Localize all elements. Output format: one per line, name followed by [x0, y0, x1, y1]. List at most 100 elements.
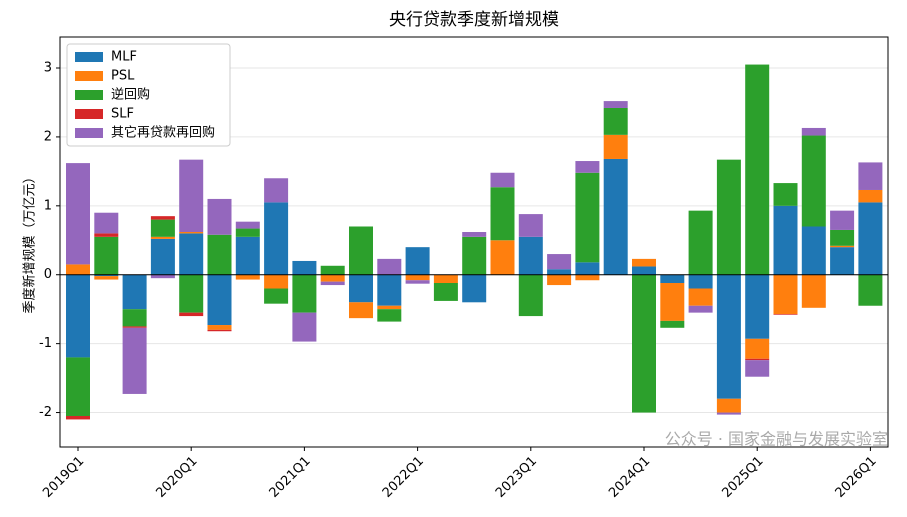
bar-segment: [773, 205, 798, 275]
bar-segment: [518, 274, 543, 317]
bar-segment: [179, 312, 204, 317]
legend-label: 逆回购: [111, 87, 150, 103]
bar-segment: [94, 274, 119, 277]
bar-segment: [207, 329, 232, 332]
bar-segment: [801, 127, 826, 136]
bar-segment: [660, 320, 685, 328]
bar-segment: [207, 234, 232, 275]
bar-segment: [207, 198, 232, 235]
bar-segment: [179, 274, 204, 313]
y-tick-label: -1: [39, 336, 52, 351]
bar-segment: [207, 325, 232, 330]
bar-segment: [716, 398, 741, 413]
bar-segment: [830, 245, 855, 248]
x-tick-label: 2021Q1: [267, 454, 314, 501]
bar-segment: [122, 327, 147, 394]
bar-segment: [235, 236, 260, 275]
legend-swatch: [75, 52, 103, 62]
bar-segment: [235, 228, 260, 237]
x-tick-label: 2025Q1: [719, 454, 766, 501]
bar-segment: [745, 274, 770, 339]
bar-segment: [122, 274, 147, 310]
legend-swatch: [75, 71, 103, 81]
bar-segment: [377, 258, 402, 275]
bar-segment: [745, 360, 770, 377]
bar-segment: [603, 107, 628, 135]
bar-segment: [830, 210, 855, 230]
watermark: 公众号 · 国家金融与发展实验室: [665, 430, 888, 449]
bar-segment: [801, 226, 826, 275]
bar-segment: [490, 187, 515, 241]
bar-segment: [150, 274, 175, 279]
bar-segment: [858, 189, 883, 203]
bar-segment: [688, 210, 713, 275]
bar-segment: [349, 302, 373, 319]
bar-segment: [150, 219, 175, 237]
bar-segment: [745, 338, 770, 359]
bar-segment: [745, 358, 770, 361]
y-tick-label: 3: [44, 61, 52, 76]
bar-segment: [575, 161, 600, 173]
bar-segment: [122, 309, 147, 327]
bar-segment: [179, 159, 204, 233]
bar-segment: [349, 226, 373, 275]
bar-segment: [405, 247, 430, 275]
bar-segment: [801, 274, 826, 308]
bar-segment: [320, 274, 345, 282]
legend-label: 其它再贷款再回购: [111, 125, 215, 141]
bar-segment: [632, 274, 656, 413]
bar-segment: [94, 212, 119, 234]
bar-segment: [235, 221, 260, 229]
bar-segment: [264, 274, 289, 289]
bar-segment: [377, 305, 402, 310]
y-tick-label: 0: [44, 267, 52, 282]
bar-segment: [688, 274, 713, 289]
legend-swatch: [75, 109, 103, 119]
bar-segment: [660, 274, 685, 283]
bar-segment: [858, 202, 883, 275]
bar-segment: [490, 172, 515, 188]
legend-label: PSL: [111, 69, 135, 84]
bar-segment: [575, 274, 600, 281]
bar-segment: [94, 276, 119, 280]
legend-label: SLF: [111, 107, 134, 122]
bar-segment: [235, 274, 260, 280]
bar-segment: [264, 202, 289, 275]
bar-segment: [518, 236, 543, 275]
x-tick-label: 2023Q1: [493, 454, 540, 501]
bar-segment: [66, 357, 90, 416]
bar-segment: [632, 258, 656, 267]
bar-segment: [150, 238, 175, 275]
bar-segment: [858, 162, 883, 190]
bar-segment: [547, 274, 572, 286]
bar-segment: [547, 254, 572, 270]
bar-segment: [716, 159, 741, 275]
bar-segment: [94, 236, 119, 275]
bar-segment: [801, 135, 826, 227]
bar-segment: [94, 233, 119, 237]
bar-segment: [773, 274, 798, 315]
plot-frame: [59, 36, 889, 448]
bar-segment: [150, 216, 175, 220]
bar-segment: [179, 232, 204, 234]
y-tick-label: 1: [44, 198, 52, 213]
bar-segment: [292, 312, 317, 342]
bar-segment: [66, 415, 90, 420]
bar-segment: [462, 232, 487, 237]
bar-segment: [462, 274, 487, 303]
bar-segment: [292, 260, 317, 275]
legend-swatch: [75, 90, 103, 100]
legend: MLF PSL 逆回购 SLF 其它再贷款再回购: [66, 43, 231, 147]
bar-segment: [320, 265, 345, 275]
bar-segment: [688, 288, 713, 306]
y-tick-label: -2: [39, 405, 52, 420]
bar-segment: [150, 236, 175, 239]
x-tick-label: 2020Q1: [153, 454, 200, 501]
bar-segment: [773, 314, 798, 315]
bar-segment: [575, 172, 600, 263]
x-tick-label: 2019Q1: [40, 454, 87, 501]
bar-segment: [349, 274, 373, 303]
bar-segment: [377, 274, 402, 306]
x-tick-label: 2022Q1: [380, 454, 427, 501]
bar-segment: [547, 269, 572, 275]
